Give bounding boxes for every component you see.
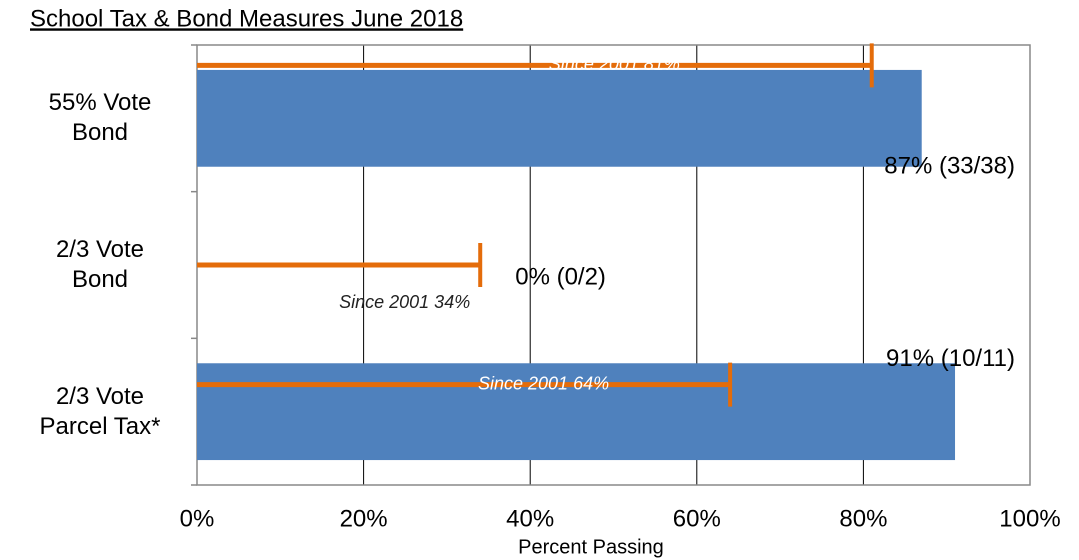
x-tick-label: 100% (999, 505, 1060, 532)
x-tick-label: 40% (506, 505, 554, 532)
x-tick-label: 0% (180, 505, 215, 532)
value-label: 0% (0/2) (515, 263, 606, 290)
since-2001-marker (197, 243, 483, 287)
x-tick-label: 60% (673, 505, 721, 532)
since-2001-marker (197, 43, 874, 88)
x-axis-label: Percent Passing (518, 536, 664, 558)
y-tick-label: 55% Vote Bond (48, 89, 152, 147)
since-2001-marker (197, 362, 733, 407)
since-2001-label: Since 2001 81% (549, 54, 680, 74)
value-label: 91% (10/11) (886, 345, 1015, 372)
y-tick-label: 2/3 Vote Parcel Tax* (39, 382, 161, 440)
value-label: 87% (33/38) (884, 153, 1015, 180)
x-tick-label: 20% (340, 505, 388, 532)
since-2001-label: Since 2001 64% (478, 373, 609, 393)
since-2001-label: Since 2001 34% (339, 292, 470, 312)
chart-title: School Tax & Bond Measures June 2018 (30, 5, 463, 32)
bar (197, 363, 956, 461)
y-tick-label: 2/3 Vote Bond (55, 236, 145, 293)
x-tick-label: 80% (839, 505, 887, 532)
bar (197, 69, 922, 167)
